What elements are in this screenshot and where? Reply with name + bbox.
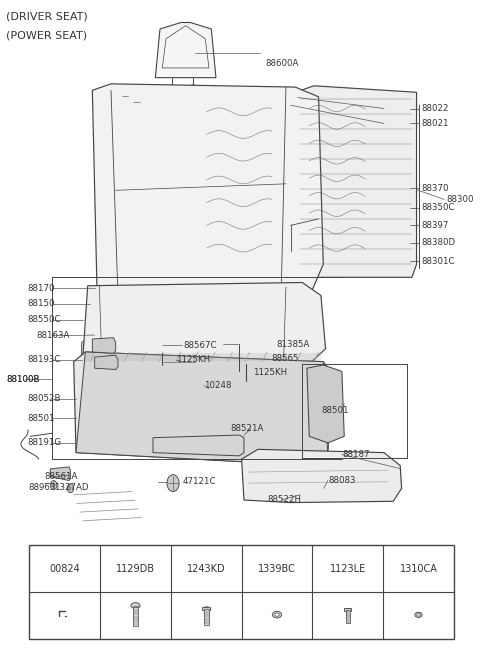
Ellipse shape: [131, 602, 140, 608]
Text: 88550C: 88550C: [27, 315, 60, 324]
Text: 88100B: 88100B: [6, 375, 39, 384]
FancyBboxPatch shape: [91, 358, 112, 374]
Bar: [133, 606, 138, 625]
Text: 1243KD: 1243KD: [187, 564, 226, 574]
Circle shape: [151, 363, 155, 368]
Circle shape: [297, 195, 303, 203]
Polygon shape: [156, 22, 216, 78]
Text: 88370: 88370: [421, 184, 449, 193]
Circle shape: [297, 108, 303, 115]
Text: 1125KH: 1125KH: [253, 368, 288, 378]
Text: 1339BC: 1339BC: [258, 564, 296, 574]
Text: 47121C: 47121C: [182, 477, 216, 486]
Circle shape: [97, 363, 101, 368]
Bar: [29, 546, 454, 639]
Circle shape: [167, 475, 179, 492]
Ellipse shape: [417, 614, 420, 616]
Text: 88022: 88022: [421, 104, 449, 113]
Text: 88083: 88083: [328, 476, 355, 485]
Text: 1310CA: 1310CA: [399, 564, 437, 574]
Circle shape: [67, 484, 74, 493]
Text: 1129DB: 1129DB: [116, 564, 155, 574]
Ellipse shape: [415, 612, 422, 617]
Polygon shape: [74, 352, 330, 466]
Polygon shape: [92, 338, 116, 353]
Text: 88521A: 88521A: [230, 424, 264, 433]
Text: 88301C: 88301C: [421, 257, 455, 265]
Circle shape: [107, 363, 110, 368]
Text: (POWER SEAT): (POWER SEAT): [6, 31, 87, 40]
Text: 88380D: 88380D: [421, 239, 456, 247]
Text: 1123LE: 1123LE: [330, 564, 366, 574]
Polygon shape: [76, 352, 328, 466]
Circle shape: [297, 151, 303, 159]
Polygon shape: [241, 449, 402, 503]
Text: 81385A: 81385A: [276, 340, 310, 349]
Bar: [202, 606, 211, 610]
Text: 88300: 88300: [447, 195, 474, 204]
Polygon shape: [295, 86, 417, 277]
Circle shape: [314, 483, 323, 496]
Ellipse shape: [275, 613, 279, 616]
Ellipse shape: [272, 612, 282, 618]
Polygon shape: [92, 84, 323, 303]
Circle shape: [242, 353, 251, 364]
Text: (DRIVER SEAT): (DRIVER SEAT): [6, 11, 88, 21]
Text: 10248: 10248: [204, 381, 232, 391]
Text: 88565: 88565: [271, 354, 299, 363]
Polygon shape: [50, 467, 71, 481]
Circle shape: [297, 130, 303, 138]
Text: 88350C: 88350C: [421, 203, 455, 213]
Bar: [344, 608, 351, 611]
Circle shape: [142, 363, 146, 368]
Text: 88187: 88187: [342, 450, 370, 459]
FancyBboxPatch shape: [82, 342, 108, 362]
Text: 88501: 88501: [321, 406, 348, 415]
Text: 88963: 88963: [28, 482, 56, 492]
Text: 88600A: 88600A: [265, 59, 298, 68]
Text: 88522H: 88522H: [267, 496, 301, 505]
Polygon shape: [92, 359, 160, 370]
Circle shape: [297, 217, 303, 225]
Circle shape: [133, 363, 137, 368]
Polygon shape: [307, 365, 344, 443]
Text: 88052B: 88052B: [27, 394, 60, 403]
Circle shape: [124, 363, 128, 368]
Text: 88193C: 88193C: [27, 355, 60, 364]
Text: 1125KH: 1125KH: [176, 355, 210, 364]
Text: 1327AD: 1327AD: [54, 482, 88, 492]
Bar: [204, 609, 209, 625]
Text: 88191G: 88191G: [27, 438, 61, 447]
FancyBboxPatch shape: [155, 338, 203, 385]
Circle shape: [297, 173, 303, 181]
Bar: [263, 471, 300, 483]
Circle shape: [133, 97, 140, 107]
Circle shape: [170, 350, 187, 374]
Circle shape: [115, 363, 119, 368]
Bar: [346, 610, 350, 623]
Text: 88100B: 88100B: [6, 375, 39, 384]
Text: 88170: 88170: [27, 284, 55, 293]
Text: 00824: 00824: [49, 564, 80, 574]
Text: 88567C: 88567C: [183, 341, 217, 350]
Circle shape: [157, 338, 168, 353]
Circle shape: [205, 385, 213, 395]
Polygon shape: [95, 355, 118, 370]
Circle shape: [121, 91, 129, 100]
Circle shape: [50, 481, 57, 490]
Text: 88501: 88501: [27, 413, 55, 422]
Text: 88021: 88021: [421, 119, 449, 128]
Text: 88150: 88150: [27, 299, 55, 308]
Polygon shape: [113, 357, 156, 367]
Polygon shape: [83, 282, 325, 362]
Text: 88397: 88397: [421, 221, 449, 230]
Circle shape: [236, 339, 243, 349]
Circle shape: [297, 260, 303, 268]
Circle shape: [297, 239, 303, 246]
Polygon shape: [153, 435, 244, 456]
Circle shape: [243, 374, 250, 383]
Text: 88163A: 88163A: [36, 331, 70, 340]
Text: 88561A: 88561A: [44, 472, 78, 481]
